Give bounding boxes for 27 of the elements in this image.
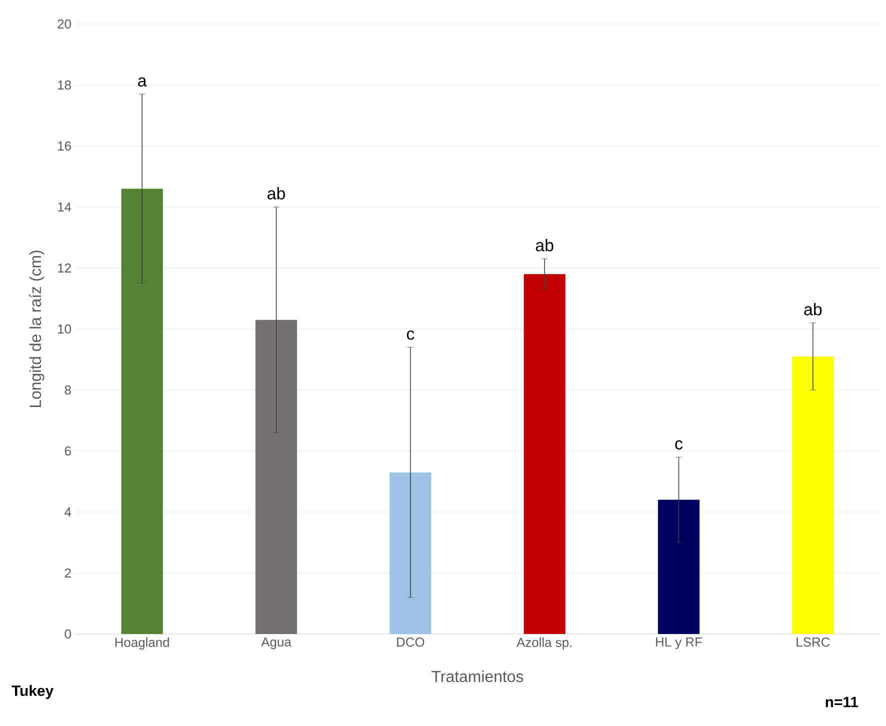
x-tick-label: Azolla sp. — [516, 638, 572, 650]
y-tick-label: 4 — [64, 508, 72, 516]
y-tick-label: 6 — [64, 446, 71, 456]
y-tick-label: 12 — [58, 263, 71, 273]
y-tick-label: 20 — [58, 19, 71, 29]
annotation: ab — [804, 302, 822, 316]
y-tick-label: 14 — [58, 202, 72, 212]
text: n=11 — [826, 696, 858, 708]
y-tick-label: 10 — [58, 324, 71, 334]
annotation: c — [406, 330, 414, 340]
x-tick-label: Agua — [261, 638, 292, 650]
y-tick-label: 18 — [58, 80, 71, 90]
annotation: ab — [536, 238, 554, 252]
x-axis-title: Tratamientos — [432, 670, 524, 682]
y-tick-label: 2 — [64, 568, 71, 578]
x-tick-label: HL y RF — [656, 638, 702, 650]
x-tick-label: DCO — [397, 638, 424, 647]
y-tick-label: 8 — [64, 385, 71, 395]
annotation: a — [138, 77, 147, 87]
y-axis-title: Longitd de la raíz (cm) — [29, 250, 44, 407]
x-tick-label: LSRC — [796, 638, 830, 647]
text: Tukey — [12, 685, 54, 699]
y-tick-label: 0 — [64, 629, 71, 639]
annotation: ab — [268, 187, 285, 200]
y-tick-label: 16 — [58, 141, 71, 151]
x-tick-label: Hoagland — [115, 638, 169, 650]
annotation: c — [675, 440, 683, 450]
